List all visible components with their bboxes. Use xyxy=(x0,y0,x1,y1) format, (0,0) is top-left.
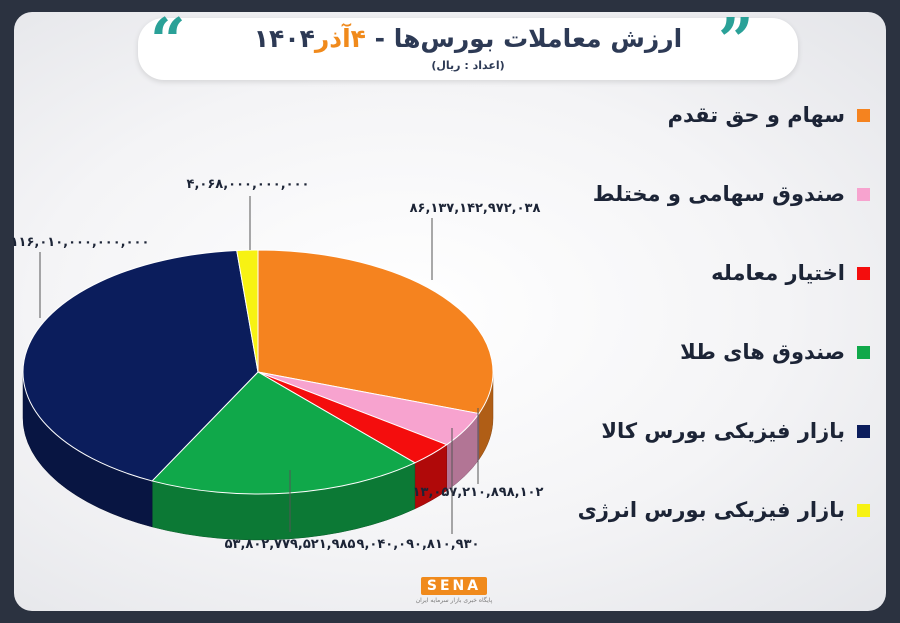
value-label-5: ۴,۰۶۸,۰۰۰,۰۰۰,۰۰۰ xyxy=(187,177,310,192)
legend-swatch xyxy=(857,266,870,280)
legend-swatch xyxy=(857,187,870,201)
legend-swatch xyxy=(857,424,870,438)
value-label-0: ۸۶,۱۳۷,۱۴۲,۹۷۲,۰۳۸ xyxy=(410,201,541,216)
title-banner: ارزش معاملات بورس‌ها - ۴آذر۱۴۰۴ (اعداد :… xyxy=(138,18,798,80)
pie-slice-4 xyxy=(22,249,259,482)
value-labels: ۸۶,۱۳۷,۱۴۲,۹۷۲,۰۳۸ ۱۳,۰۵۷,۲۱۰,۸۹۸,۱۰۲ ۹,۰۴… xyxy=(11,177,544,552)
legend-label: صندوق سهامی و مختلط xyxy=(592,182,845,206)
unit-subtitle: (اعداد : ریال) xyxy=(431,59,505,72)
title-year: ۱۴۰۴ xyxy=(253,24,315,53)
legend-item-4: بازار فیزیکی بورس کالا xyxy=(601,416,870,446)
legend-item-5: بازار فیزیکی بورس انرژی xyxy=(578,495,870,525)
legend-label: سهام و حق تقدم xyxy=(667,103,845,127)
legend-item-3: صندوق های طلا xyxy=(680,337,870,367)
value-label-2: ۹,۰۴۰,۰۹۰,۸۱۰,۹۳۰ xyxy=(357,537,480,552)
value-label-4: ۱۱۶,۰۱۰,۰۰۰,۰۰۰,۰۰۰ xyxy=(11,235,150,250)
pie-top xyxy=(22,249,494,495)
legend-item-2: اختیار معامله xyxy=(711,258,870,288)
legend-label: اختیار معامله xyxy=(711,261,845,285)
quote-open-icon: “ xyxy=(150,4,186,77)
title-date: ۴آذر xyxy=(314,24,366,53)
pie-slice-3 xyxy=(151,371,416,495)
legend-item-0: سهام و حق تقدم xyxy=(668,100,870,130)
logo-brand: SENA xyxy=(420,577,488,595)
legend-swatch xyxy=(857,345,870,359)
value-label-3: ۵۳,۸۰۲,۷۷۹,۵۲۱,۹۸۵ xyxy=(225,537,356,552)
pie-slice-0 xyxy=(257,249,494,415)
sena-logo: SENA پایگاه خبری بازار سرمایه ایران xyxy=(411,575,497,609)
page-title: ارزش معاملات بورس‌ها - ۴آذر۱۴۰۴ xyxy=(253,24,683,53)
legend-label: بازار فیزیکی بورس کالا xyxy=(601,419,845,443)
quote-close-icon: ” xyxy=(718,4,754,77)
pie-sides xyxy=(22,371,494,541)
legend-swatch xyxy=(857,108,870,122)
legend-item-1: صندوق سهامی و مختلط xyxy=(593,179,870,209)
value-label-1: ۱۳,۰۵۷,۲۱۰,۸۹۸,۱۰۲ xyxy=(413,485,544,500)
legend-label: بازار فیزیکی بورس انرژی xyxy=(577,498,845,522)
pie-slice-5 xyxy=(236,249,259,373)
legend-label: صندوق های طلا xyxy=(680,340,845,364)
logo-tagline: پایگاه خبری بازار سرمایه ایران xyxy=(415,597,493,604)
legend-swatch xyxy=(857,503,870,517)
